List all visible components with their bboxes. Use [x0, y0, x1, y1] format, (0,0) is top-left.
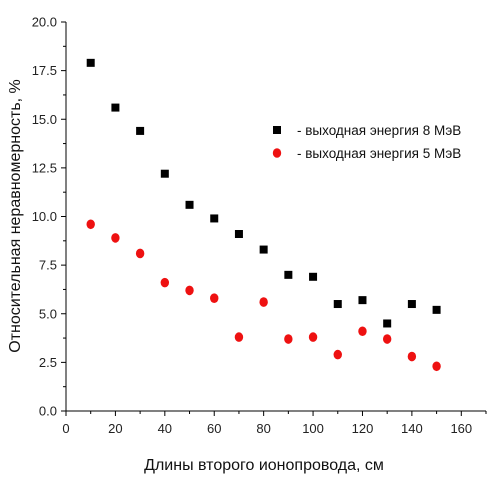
- data-point-square: [383, 319, 392, 328]
- data-point-circle: [185, 285, 194, 296]
- data-point-square: [111, 103, 120, 112]
- data-point-square: [86, 58, 95, 67]
- x-tick-label: 0: [62, 421, 69, 436]
- data-point-square: [407, 300, 416, 309]
- y-tick-label: 12.5: [32, 160, 57, 175]
- data-point-circle: [86, 219, 95, 230]
- series-layer: [86, 58, 441, 372]
- x-tick-label: 100: [302, 421, 324, 436]
- data-point-square: [309, 272, 318, 281]
- data-point-circle: [111, 233, 120, 243]
- x-tick-label: 160: [450, 421, 472, 436]
- data-point-circle: [259, 297, 268, 307]
- y-tick-label: 17.5: [32, 63, 57, 78]
- y-tick-label: 2.5: [39, 355, 57, 370]
- y-tick-labels: 0.0 2.5 5.0 7.5 10.0 12.5 15.0 17.5 20.0: [32, 15, 57, 419]
- y-tick-label: 0.0: [39, 404, 57, 419]
- y-tick-label: 5.0: [39, 306, 57, 321]
- x-tick-label: 40: [158, 421, 172, 436]
- data-point-square: [185, 200, 194, 209]
- legend-label: - выходная энергия 5 МэВ: [297, 146, 461, 161]
- data-point-square: [136, 126, 145, 135]
- data-point-circle: [382, 334, 392, 344]
- data-point-square: [358, 296, 367, 305]
- data-point-square: [259, 245, 268, 254]
- legend-label: - выходная энергия 8 МэВ: [297, 123, 461, 138]
- series-1: [86, 58, 441, 328]
- data-point-circle: [407, 351, 417, 362]
- data-point-circle: [308, 332, 318, 342]
- x-tick-label: 140: [401, 421, 423, 436]
- x-axis-title: Длины второго ионопровода, см: [144, 457, 384, 474]
- x-tick-label: 120: [352, 421, 374, 436]
- legend-marker-circle: [272, 148, 282, 158]
- data-point-square: [284, 270, 293, 279]
- y-tick-label: 20.0: [32, 15, 57, 30]
- data-point-circle: [432, 361, 441, 372]
- data-point-square: [234, 230, 243, 239]
- data-point-circle: [210, 293, 219, 303]
- data-point-circle: [160, 277, 170, 288]
- data-point-circle: [135, 248, 145, 259]
- data-point-circle: [358, 326, 367, 337]
- x-tick-label: 60: [207, 421, 221, 436]
- x-tick-label: 80: [256, 421, 270, 436]
- series-2: [86, 219, 441, 372]
- data-point-square: [333, 300, 342, 309]
- x-tick-label: 20: [108, 421, 122, 436]
- data-point-square: [160, 169, 169, 178]
- x-tick-labels: 0 20 40 60 80 100 120 140 160: [62, 421, 472, 436]
- data-point-circle: [284, 334, 293, 344]
- legend-marker-square: [273, 126, 281, 134]
- y-axis-title: Относительная неравномерность, %: [7, 79, 24, 353]
- data-point-square: [210, 214, 219, 223]
- y-tick-label: 10.0: [32, 209, 57, 224]
- legend: - выходная энергия 8 МэВ - выходная энерг…: [272, 123, 461, 161]
- data-point-circle: [333, 349, 342, 360]
- data-point-circle: [234, 332, 244, 342]
- data-point-square: [432, 305, 441, 314]
- ticks: [61, 21, 487, 416]
- y-tick-label: 7.5: [39, 258, 57, 273]
- y-tick-label: 15.0: [32, 112, 57, 127]
